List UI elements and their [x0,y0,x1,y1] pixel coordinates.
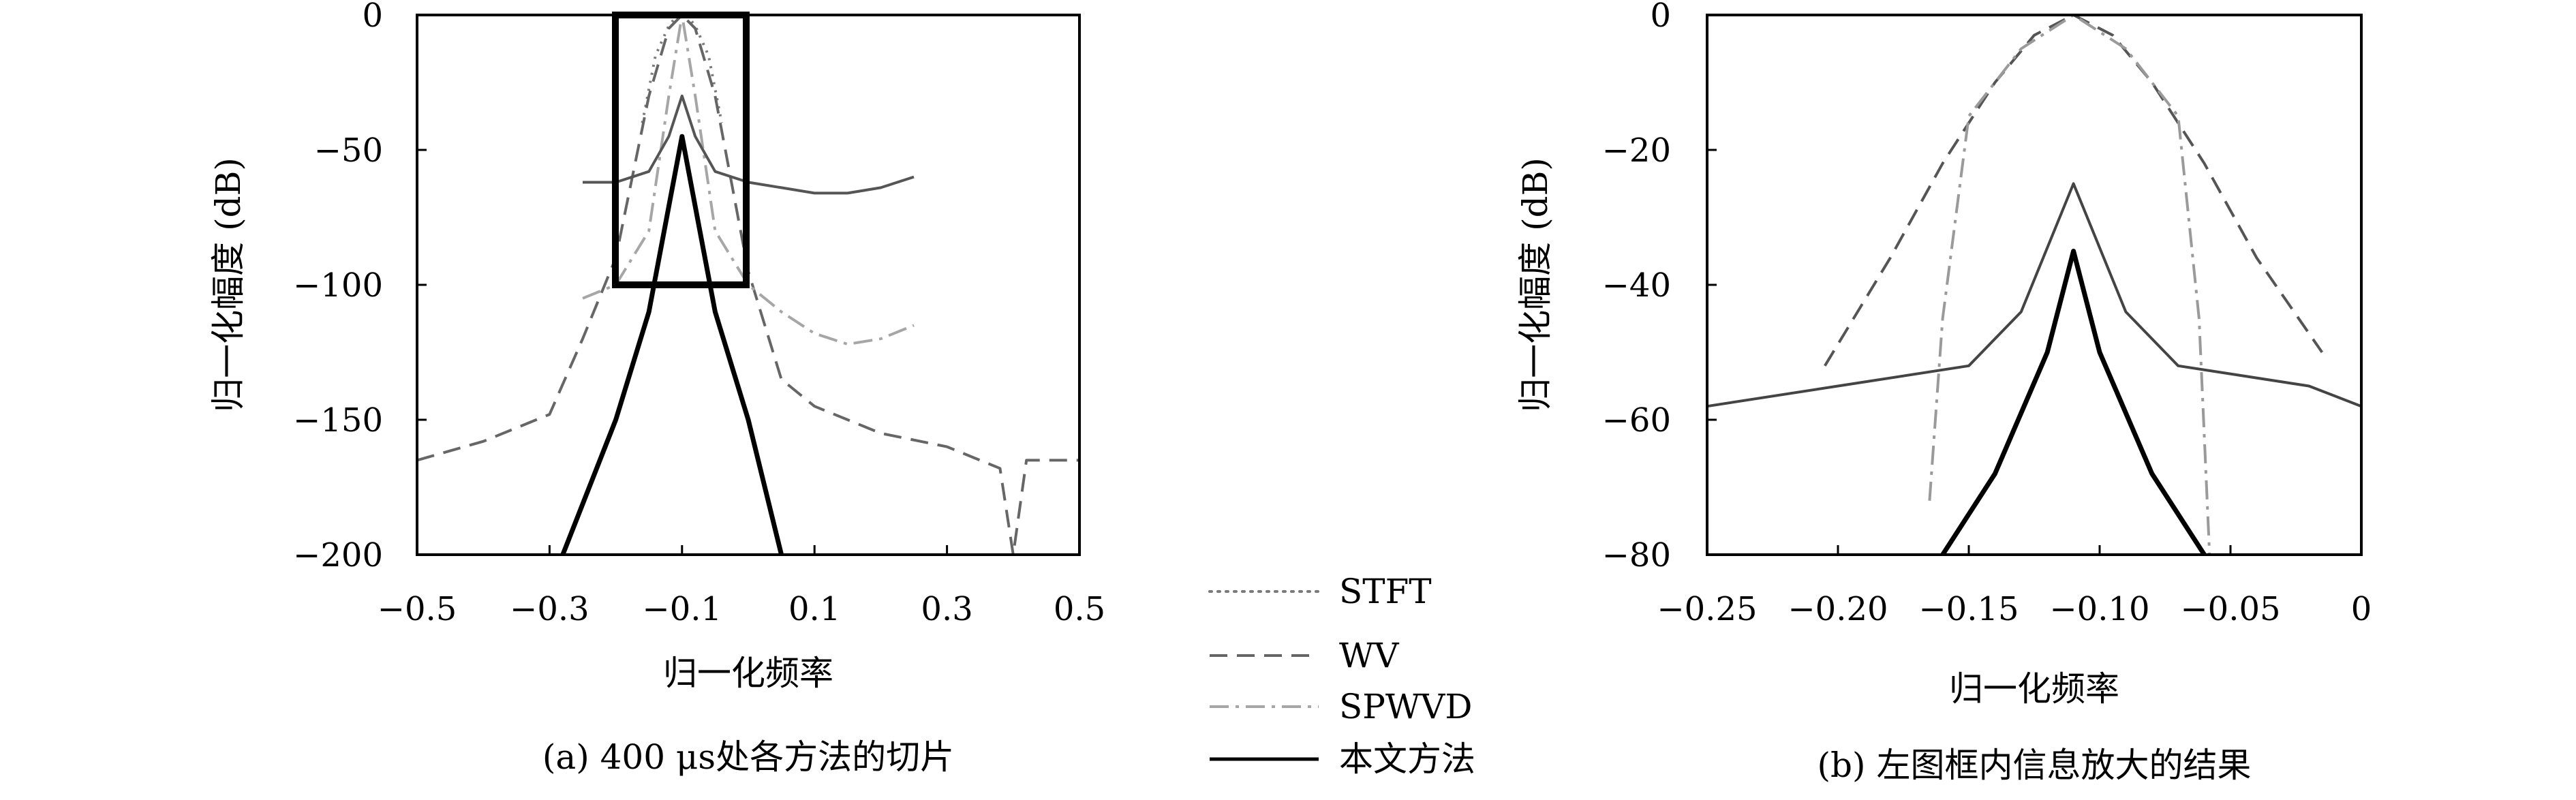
legend-entry-spwvd: SPWVD [1210,687,1472,726]
panel-b-x-tick-label: −0.25 [1657,590,1757,628]
panel-a-x-tick-label: −0.1 [643,590,722,628]
panel-a-series-stft [641,14,724,123]
legend-label-spwvd: SPWVD [1339,687,1472,726]
panel-a-y-axis-label: 归一化幅度 (dB) [209,157,248,412]
panel-b-series [1706,14,2362,556]
legend: STFT WV SPWVD 本文方法 [1208,572,1475,779]
panel-b-y-tick-label: −20 [1602,132,1671,170]
panel-a-series-proposed [560,134,784,556]
panel-a-y-tick-label: 0 [362,0,383,35]
panel-a-ticks: −0.5 −0.3 −0.1 0.1 0.3 0.5 0 −50 −100 −150 −200 [293,0,1105,628]
panel-a-x-tick-label: 0.1 [788,590,840,628]
legend-entry-wv: WV [1210,636,1399,675]
panel-b-x-tick-label: −0.05 [2180,590,2280,628]
panel-b-y-tick-label: 0 [1650,0,1671,35]
panel-a-x-tick-label: 0.3 [921,590,972,628]
panel-a-x-tick-label: −0.3 [510,590,589,628]
legend-label-proposed: 本文方法 [1339,739,1475,779]
legend-label-wv: WV [1339,636,1399,675]
panel-b: −0.25 −0.20 −0.15 −0.10 −0.05 00−20−40−60−80 … [1516,0,2372,785]
panel-b-x-axis-label: 归一化频率 [1949,669,2119,709]
legend-label-stft: STFT [1339,572,1432,611]
panel-b-x-tick-label: −0.10 [2049,590,2149,628]
panel-b-series-proposed [1940,249,2207,556]
panel-b-x-tick-label: 0 [2351,590,2372,628]
panel-b-series-unlabeled-2 [1706,182,2362,408]
panel-b-ticks: −0.25 −0.20 −0.15 −0.10 −0.05 0 0 −20 −40 −60 −80 [1602,0,2372,628]
legend-entry-stft: STFT [1208,572,1432,611]
panel-b-y-tick-label: −80 [1602,536,1671,574]
panel-a-x-tick-label: 0.5 [1054,590,1105,628]
panel-b-y-tick-label: −40 [1602,266,1671,305]
panel-a-x-axis-label: 归一化频率 [663,653,833,693]
panel-b-x-tick-label: −0.20 [1788,590,1888,628]
panel-b-y-axis-label: 归一化幅度 (dB) [1516,157,1555,412]
panel-b-axes-frame [1706,14,2363,556]
panel-b-x-tick-label: −0.15 [1918,590,2019,628]
panel-a-series [416,14,1079,556]
panel-b-series-wv [1824,14,2324,367]
legend-entry-proposed: 本文方法 [1210,739,1475,779]
panel-a-caption: (a) 400 μs处各方法的切片 [542,737,954,777]
panel-a-y-tick-label: −150 [293,401,383,440]
panel-a-x-tick-label: −0.5 [378,590,457,628]
panel-a-y-tick-label: −50 [314,132,383,170]
panel-a: −0.5 −0.3 −0.1 0.1 0.3 0.5 0 −50 −100 −150 −200 归一… [209,0,1105,777]
panel-a-y-tick-label: −100 [293,266,383,305]
panel-a-series-unlabeled-4 [583,94,915,195]
panel-a-y-tick-label: −200 [293,536,383,574]
panel-a-series-wv [416,14,1079,556]
panel-b-y-tick-label: −60 [1602,401,1671,440]
panel-b-caption: (b) 左图框内信息放大的结果 [1818,745,2252,785]
panel-a-series-spwvd [582,14,915,346]
panel-b-series-spwvd [1928,14,2211,555]
